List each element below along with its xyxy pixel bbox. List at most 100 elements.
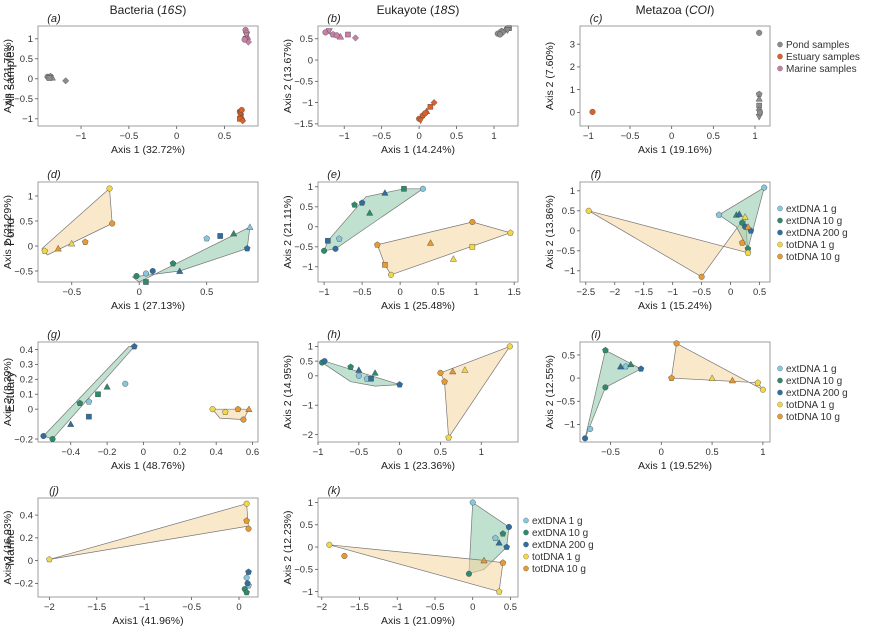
data-point [622,363,630,370]
legend-label: totDNA 1 g [786,240,834,251]
data-point [41,247,49,254]
data-point [243,588,250,596]
x-tick-label: 0.2 [173,447,186,458]
data-point [142,270,149,277]
y-tick-label: −1 [22,114,33,125]
data-point [417,117,425,125]
x-axis-label: Axis 1 (25.48%) [381,300,455,312]
x-tick-label: 1 [760,447,765,458]
x-tick-label: −2 [316,602,327,613]
x-axis-label: Axis 1 (23.36%) [381,460,455,472]
plot-area [37,25,259,127]
data-point [503,27,512,34]
legend-label: Marine samples [786,64,857,75]
legend-label: extDNA 200 g [786,228,848,239]
data-point [754,379,762,386]
data-point [238,106,245,113]
data-point [246,223,254,230]
x-axis-label: Axis 1 (32.72%) [111,144,185,156]
legend-label: extDNA 1 g [786,204,837,215]
data-point [46,555,53,563]
x-tick-label: 0.5 [450,131,463,142]
data-point [352,34,359,42]
legend-label: extDNA 200 g [786,388,848,399]
data-point [109,220,116,227]
x-tick-label: −1 [313,447,324,458]
legend-swatch [523,553,529,560]
y-tick-label: 0 [28,241,33,252]
data-point [715,211,723,218]
panel-letter: (b) [327,13,341,25]
data-point [437,369,444,376]
y-tick-label: 0.4 [20,510,33,521]
legend-swatch [777,41,783,48]
y-tick-label: 1 [308,182,313,193]
row-label: Marine [3,529,17,566]
data-point [103,383,111,390]
data-point [668,374,675,381]
y-tick-label: 0 [308,371,313,382]
x-tick-label: −1 [667,287,678,298]
data-point [68,239,76,247]
y-axis-label: Axis 2 (7.60%) [544,42,556,110]
data-point [422,110,429,117]
legend-label: extDNA 200 g [532,540,594,551]
x-tick-label: −0.5 [426,602,445,613]
data-point [492,534,499,541]
x-tick-label: −1 [583,131,594,142]
panel-letter: (i) [591,329,601,341]
y-tick-label: 0 [570,226,575,237]
x-tick-label: 1.5 [508,287,521,298]
panel-k: −2 −1.5 −1 −0.5 0 0.5 −1 −0.5 0 0.5 1 Axis 1 (21.09… [282,485,519,627]
y-tick-label: −0.5 [14,94,33,105]
y-tick-label: −1 [564,420,575,431]
legend-swatch [777,253,783,260]
legend-swatch [777,401,783,408]
y-tick-label: 0.5 [300,34,313,45]
data-point [176,267,184,274]
panel-j: −2 −1.5 −1 −0.5 0 −0.2 0 0.2 0.4 Axis1 (41.96%) Ax… [2,485,594,627]
data-point [67,420,75,427]
data-point [332,245,339,252]
y-tick-label: −0.2 [14,434,33,445]
data-point [95,391,101,397]
data-point [505,523,512,530]
data-point [506,343,513,350]
data-point [589,108,596,115]
row-label: All samples [3,45,17,106]
data-point [203,235,211,242]
x-tick-label: 0.5 [753,287,766,298]
x-tick-label: 0 [137,287,142,298]
x-tick-label: 0.5 [705,447,718,458]
data-point [243,574,250,581]
x-tick-label: −0.2 [98,447,117,458]
legend-swatch [777,229,783,236]
x-tick-label: −0.5 [353,287,372,298]
data-point [347,363,354,370]
data-point [445,434,452,441]
data-point [427,104,434,110]
panel-a: −1 −0.5 0 0.5 −1 −0.5 0 0.5 1 Axis 1 (32.72%) Axis… [2,13,860,156]
y-axis-label: Axis 2 (12.23%) [282,510,294,584]
legend-swatch [523,517,529,524]
data-point [321,247,328,254]
data-point [242,32,251,39]
legend-swatch [777,241,783,248]
panel-g: −0.4 −0.2 0 0.2 0.4 0.6 −0.2 0 0.1 0.2 0.3 0.4 Axis … [2,329,848,472]
y-tick-label: −0.5 [14,266,33,277]
data-point [245,525,252,532]
y-axis-label: Axis 2 (12.55%) [544,355,556,429]
data-point [85,398,93,405]
data-point [230,229,238,237]
data-point [602,346,609,354]
plot-area [37,341,259,443]
x-tick-label: 1 [752,131,757,142]
y-axis-label: Axis 2 (14.95%) [282,355,294,429]
row-label: Pond [3,218,17,246]
y-tick-label: 2 [570,62,575,73]
data-point [243,517,250,524]
data-point [744,223,752,230]
y-tick-label: −1 [302,262,313,273]
